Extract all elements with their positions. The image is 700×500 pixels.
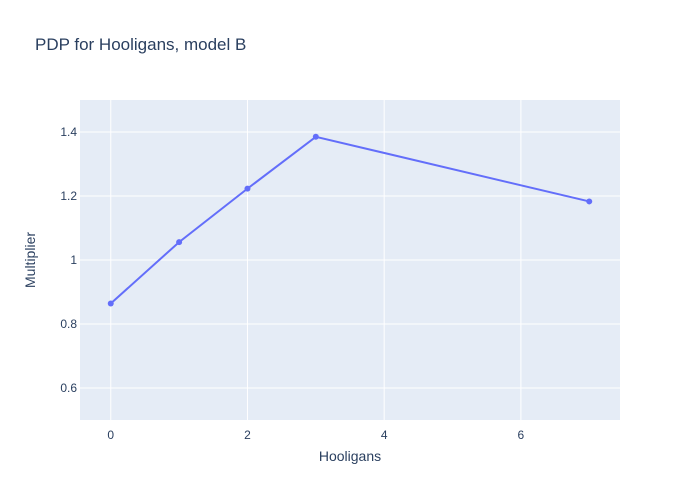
series-group	[107, 133, 593, 307]
data-point	[244, 185, 251, 192]
y-tick-labels: 0.6 0.8 1 1.2 1.4	[60, 125, 77, 395]
data-point	[176, 239, 183, 246]
grid-lines	[80, 100, 620, 420]
chart-title: PDP for Hooligans, model B	[35, 35, 246, 54]
x-tick-label: 2	[244, 428, 251, 442]
data-point	[312, 133, 319, 140]
x-tick-label: 6	[518, 428, 525, 442]
x-tick-labels: 0 2 4 6	[107, 428, 524, 442]
data-point	[586, 198, 593, 205]
y-tick-label: 1	[70, 253, 77, 267]
x-tick-label: 4	[381, 428, 388, 442]
x-axis-title: Hooligans	[319, 448, 381, 464]
data-point	[107, 300, 114, 307]
y-tick-label: 1.4	[60, 125, 77, 139]
y-tick-label: 0.6	[60, 381, 77, 395]
y-tick-label: 0.8	[60, 317, 77, 331]
y-tick-label: 1.2	[60, 189, 77, 203]
y-axis-title: Multiplier	[22, 232, 38, 288]
x-tick-label: 0	[107, 428, 114, 442]
